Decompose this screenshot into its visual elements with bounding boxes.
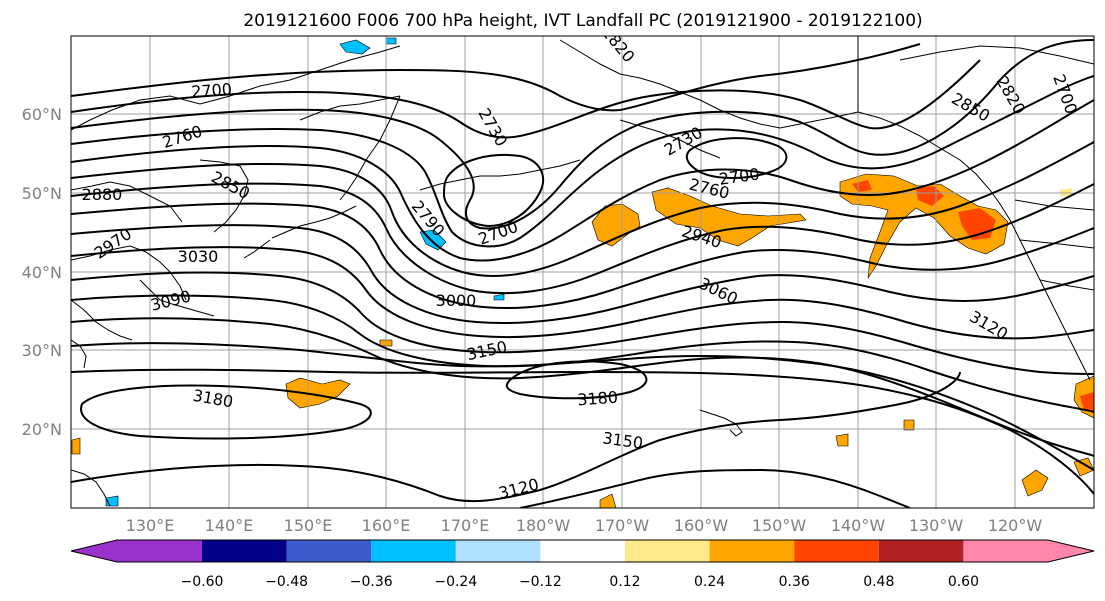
lon-label: 170°E: [441, 516, 490, 535]
colorbar-tick-label: 0.36: [779, 574, 810, 590]
map-title: 2019121600 F006 700 hPa height, IVT Land…: [243, 11, 922, 31]
colorbar-segment: [202, 540, 287, 562]
lon-label: 130°E: [126, 516, 175, 535]
lat-label: 50°N: [22, 184, 62, 203]
colorbar-segment: [963, 540, 1094, 562]
colorbar-segment: [794, 540, 879, 562]
colorbar-segment: [625, 540, 710, 562]
lon-label: 140°E: [205, 516, 254, 535]
contour-label: 3030: [178, 247, 219, 266]
colorbar-tick-label: 0.24: [694, 574, 725, 590]
colorbar-tick-label: 0.60: [948, 574, 979, 590]
map-border: [70, 35, 1095, 509]
lon-label: 140°W: [831, 516, 886, 535]
colorbar-ticks: −0.60 −0.48 −0.36 −0.24 −0.12 0.12 0.24 …: [181, 574, 979, 590]
lon-label: 150°W: [752, 516, 807, 535]
lon-label: 170°W: [595, 516, 650, 535]
colorbar-segment: [371, 540, 456, 562]
lon-label: 120°W: [988, 516, 1043, 535]
lat-label: 60°N: [22, 105, 62, 124]
colorbar-segment: [71, 540, 202, 562]
lon-label: 160°W: [674, 516, 729, 535]
colorbar-tick-label: −0.12: [519, 574, 562, 590]
lon-label: 180°W: [516, 516, 571, 535]
colorbar-tick-label: −0.48: [265, 574, 308, 590]
colorbar-segment: [878, 540, 964, 562]
colorbar-outline: [70, 539, 1095, 563]
lat-label: 20°N: [22, 420, 62, 439]
latitude-labels: 60°N 50°N 40°N 30°N 20°N: [22, 105, 62, 439]
contour-label: 2880: [82, 185, 123, 204]
map-area: 2700 2760 2730 2820 2880 2850 2970 3030 …: [71, 36, 1094, 508]
colorbar-tick-label: −0.60: [181, 574, 224, 590]
colorbar-tick-label: 0.48: [863, 574, 894, 590]
colorbar-segment: [709, 540, 795, 562]
lon-label: 130°W: [909, 516, 964, 535]
colorbar-segment: [455, 540, 541, 562]
colorbar-tick-label: −0.36: [350, 574, 393, 590]
contour-label: 3180: [577, 388, 619, 410]
lat-label: 40°N: [22, 263, 62, 282]
colorbar-tick-label: −0.24: [434, 574, 477, 590]
longitude-labels: 130°E 140°E 150°E 160°E 170°E 180°W 170°…: [126, 516, 1043, 535]
lat-label: 30°N: [22, 341, 62, 360]
lon-label: 160°E: [362, 516, 411, 535]
colorbar-segment: [286, 540, 372, 562]
height-contours: [71, 39, 1094, 508]
colorbar-segment: [540, 540, 625, 562]
lon-label: 150°E: [284, 516, 333, 535]
ivt-positive-shading: [71, 173, 1094, 508]
contour-label: 2700: [191, 80, 233, 102]
colorbar-tick-label: 0.12: [609, 574, 640, 590]
contour-label: 3000: [436, 291, 477, 310]
colorbar: −0.60 −0.48 −0.36 −0.24 −0.12 0.12 0.24 …: [70, 539, 1095, 590]
